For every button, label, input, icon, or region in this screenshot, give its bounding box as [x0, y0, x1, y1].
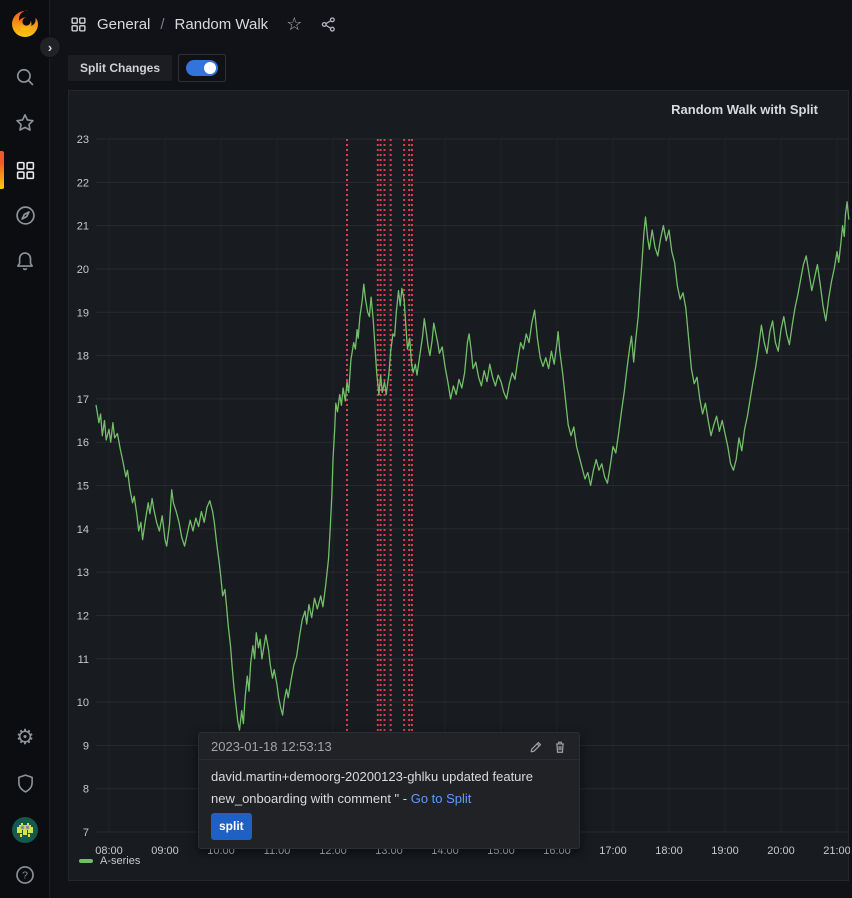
dashboard-controls: Split Changes — [50, 48, 852, 88]
legend-swatch — [79, 859, 93, 863]
timeseries-chart[interactable]: 7 8 9 10 11 12 13 14 15 16 17 18 19 20 21 22 23 08:00 09:0… — [69, 91, 850, 882]
sidebar-item-starred[interactable] — [0, 106, 50, 140]
y-tick-label: 16 — [77, 437, 89, 449]
y-tick-label: 7 — [83, 827, 89, 839]
annotation-text: david.martin+demoorg-20200123-ghlku upda… — [211, 769, 533, 806]
y-tick-label: 13 — [77, 567, 89, 579]
x-tick-label: 20:00 — [767, 845, 795, 857]
legend-label: A-series — [100, 855, 141, 867]
sidebar: › — [0, 0, 61, 898]
dashboards-grid-icon — [71, 16, 86, 32]
breadcrumb-section[interactable]: General — [97, 15, 151, 33]
annotation-tag-split[interactable]: split — [211, 813, 252, 840]
sidebar-item-search[interactable] — [0, 60, 50, 94]
y-tick-label: 11 — [78, 654, 89, 666]
sidebar-item-user-avatar[interactable] — [0, 813, 50, 847]
avatar — [12, 817, 38, 843]
svg-text:?: ? — [22, 871, 28, 882]
x-tick-label: 17:00 — [599, 845, 627, 857]
y-tick-label: 17 — [77, 394, 89, 406]
panel-title[interactable]: Random Walk with Split — [671, 102, 818, 117]
y-tick-label: 23 — [77, 134, 89, 146]
y-tick-label: 20 — [77, 264, 89, 276]
split-changes-toggle[interactable] — [178, 54, 227, 82]
sidebar-expand-button[interactable]: › — [39, 36, 61, 58]
annotation-timestamp: 2023-01-18 12:53:13 — [211, 739, 332, 754]
share-icon[interactable] — [320, 16, 337, 33]
search-icon — [16, 68, 34, 86]
sidebar-item-dashboards[interactable] — [0, 151, 50, 189]
y-tick-label: 14 — [77, 524, 89, 536]
breadcrumb: General / Random Walk ☆ — [50, 0, 852, 48]
star-icon — [16, 114, 34, 131]
series-line-a-series — [95, 201, 850, 731]
y-tick-label: 15 — [77, 481, 89, 493]
go-to-split-link[interactable]: Go to Split — [410, 791, 472, 806]
edit-pencil-icon[interactable] — [529, 740, 543, 754]
breadcrumb-separator: / — [160, 15, 165, 33]
delete-trash-icon[interactable] — [553, 740, 567, 754]
x-tick-label: 18:00 — [655, 845, 683, 857]
annotation-tooltip-body: david.martin+demoorg-20200123-ghlku upda… — [199, 760, 579, 848]
help-icon: ? — [16, 866, 34, 884]
grafana-logo-icon[interactable] — [9, 8, 41, 40]
x-tick-label: 09:00 — [151, 845, 179, 857]
y-tick-label: 19 — [77, 307, 89, 319]
y-tick-label: 21 — [77, 221, 89, 233]
y-tick-label: 22 — [77, 177, 89, 189]
avatar-monster-icon — [17, 823, 33, 837]
breadcrumb-page-title[interactable]: Random Walk — [174, 15, 269, 33]
y-tick-label: 12 — [77, 610, 89, 622]
y-tick-label: 10 — [77, 697, 89, 709]
toggle-knob — [204, 62, 217, 74]
favorite-star-icon[interactable]: ☆ — [286, 13, 303, 34]
y-tick-label: 18 — [77, 351, 89, 363]
sidebar-item-settings[interactable]: ⚙ — [0, 720, 50, 754]
annotation-tooltip-header: 2023-01-18 12:53:13 — [199, 733, 579, 760]
annotation-tooltip: 2023-01-18 12:53:13 david.martin+demoorg… — [198, 732, 580, 849]
gear-icon: ⚙ — [15, 725, 35, 749]
x-tick-label: 19:00 — [711, 845, 739, 857]
sidebar-item-help[interactable]: ? — [0, 858, 50, 892]
x-tick-label: 08:00 — [95, 845, 123, 857]
active-indicator — [0, 151, 4, 189]
shield-icon — [17, 773, 33, 793]
sidebar-item-server-admin[interactable] — [0, 766, 50, 800]
split-changes-label: Split Changes — [68, 55, 173, 81]
compass-icon — [15, 205, 35, 225]
x-tick-label: 21:00 — [823, 845, 850, 857]
y-tick-label: 9 — [83, 740, 89, 752]
dashboards-grid-icon — [16, 161, 34, 179]
sidebar-item-alerting[interactable] — [0, 244, 50, 278]
toggle-pill — [186, 60, 219, 76]
legend-item-a-series[interactable]: A-series — [79, 855, 140, 867]
bell-icon — [17, 252, 33, 271]
sidebar-item-explore[interactable] — [0, 198, 50, 232]
y-tick-label: 8 — [83, 784, 89, 796]
